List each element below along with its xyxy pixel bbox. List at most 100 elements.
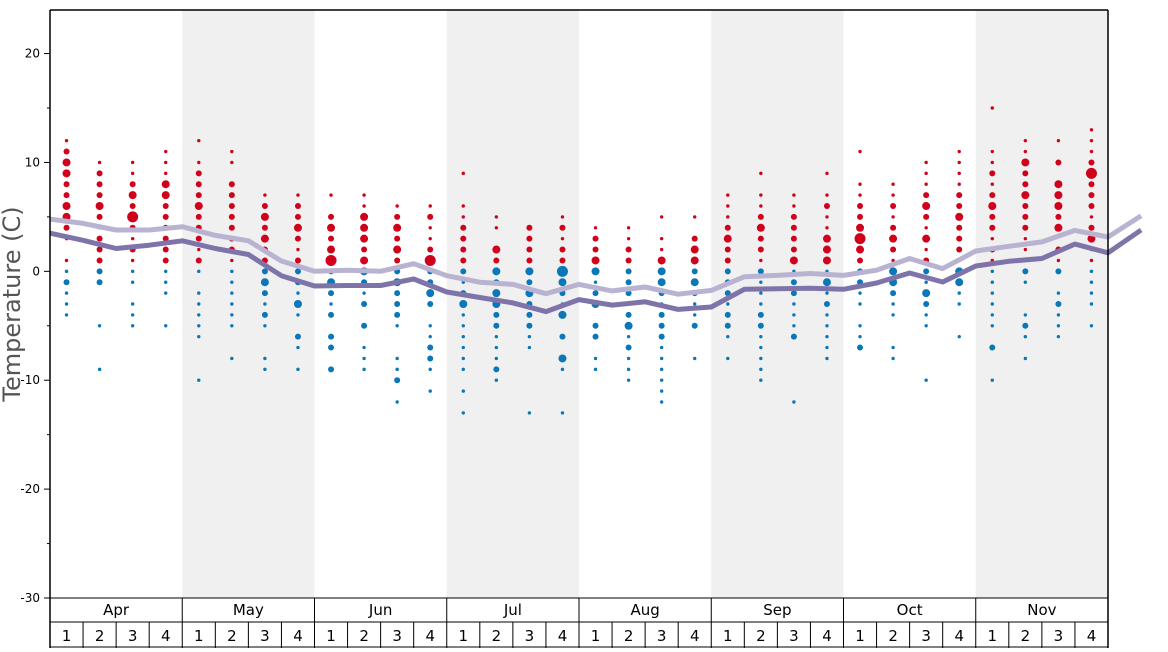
temperature-dot [494, 334, 499, 339]
temperature-dot [955, 278, 964, 287]
temperature-dot [64, 291, 69, 295]
week-label: 3 [128, 627, 138, 645]
temperature-dot [757, 246, 764, 253]
temperature-dot [394, 235, 401, 242]
temperature-dot [625, 279, 632, 286]
temperature-dot [759, 204, 763, 208]
temperature-dot [757, 311, 764, 318]
temperature-dot [428, 226, 432, 230]
temperature-dot [1022, 322, 1029, 329]
temperature-dot [395, 356, 399, 361]
temperature-dot [559, 333, 566, 340]
temperature-dot [990, 324, 994, 328]
temperature-dot [296, 345, 300, 350]
temperature-dot [690, 256, 699, 265]
temperature-dot [460, 268, 467, 275]
week-label: 2 [756, 627, 766, 645]
temperature-dot [923, 301, 930, 307]
temperature-dot [658, 322, 665, 329]
temperature-dot [989, 344, 996, 351]
temperature-dot [461, 204, 465, 208]
temperature-dot [459, 300, 468, 308]
temperature-dot [723, 234, 732, 243]
temperature-dot [294, 203, 301, 209]
temperature-dot [197, 138, 201, 143]
temperature-dot [790, 290, 797, 297]
temperature-dot [329, 302, 333, 306]
temperature-dot [1054, 180, 1063, 189]
temperature-dot [558, 278, 567, 287]
temperature-dot [822, 234, 831, 243]
temperature-dot [990, 378, 994, 382]
month-label: May [233, 601, 264, 619]
temperature-dot [361, 246, 368, 253]
temperature-dot [924, 226, 928, 230]
temperature-dot [194, 202, 203, 210]
temperature-dot [294, 235, 301, 242]
week-label: 4 [425, 627, 435, 645]
temperature-dot [1021, 191, 1030, 200]
average-lines [49, 213, 1143, 315]
temperature-dot [394, 301, 401, 307]
temperature-dot [825, 193, 829, 197]
temperature-dot [592, 333, 599, 340]
temperature-dot [394, 377, 401, 384]
temperature-dot [822, 245, 831, 254]
temperature-dot [989, 213, 996, 220]
temperature-dot [63, 279, 70, 286]
temperature-dot [96, 235, 103, 242]
temperature-dot [428, 389, 432, 393]
temperature-dot [393, 245, 402, 254]
temperature-dot [130, 258, 135, 263]
temperature-dot [197, 247, 201, 252]
temperature-dot [197, 269, 201, 274]
temperature-dot [325, 254, 337, 266]
temperature-dot [361, 301, 368, 307]
temperature-dot [460, 257, 467, 264]
temperature-dot [1056, 138, 1061, 143]
temperature-dot [1088, 224, 1095, 231]
temperature-dot [890, 224, 897, 231]
temperature-dot [228, 192, 235, 199]
temperature-dot [957, 160, 961, 165]
month-shade-nov [975, 10, 1108, 598]
temperature-dot [296, 247, 300, 252]
temperature-dot [461, 313, 465, 317]
temperature-dot [858, 149, 862, 154]
temperature-dot [64, 258, 69, 263]
temperature-dot [924, 247, 928, 252]
temperature-dot [1023, 334, 1028, 339]
temperature-dot [757, 322, 764, 329]
temperature-dot [560, 367, 565, 372]
temperature-dot [559, 246, 566, 253]
temperature-dot [494, 356, 499, 361]
temperature-dot [792, 313, 796, 317]
temperature-dot [64, 138, 69, 143]
temperature-dot [990, 160, 994, 165]
temperature-dot [957, 302, 961, 306]
temperature-dot [526, 246, 533, 253]
temperature-dot [96, 257, 103, 264]
temperature-dot [988, 202, 997, 210]
temperature-dot [328, 311, 335, 318]
temperature-dot [657, 267, 666, 276]
temperature-dot [493, 257, 500, 264]
temperature-dot [891, 313, 895, 317]
temperature-dot [858, 193, 862, 197]
temperature-dot [1056, 334, 1061, 339]
temperature-dot [1089, 128, 1094, 132]
temperature-dot [228, 203, 235, 209]
temperature-dot [197, 291, 201, 295]
temperature-dot [526, 257, 533, 264]
week-label: 2 [95, 627, 105, 645]
temperature-dot [957, 182, 961, 186]
temperature-dot [164, 149, 168, 154]
temperature-dot [591, 256, 600, 265]
temperature-dot [757, 213, 764, 220]
temperature-dot [130, 236, 135, 241]
temperature-dot [164, 291, 168, 295]
temperature-dot [1089, 324, 1094, 328]
temperature-dot [924, 313, 928, 317]
temperature-dot [825, 215, 829, 219]
temperature-dot [164, 324, 168, 328]
